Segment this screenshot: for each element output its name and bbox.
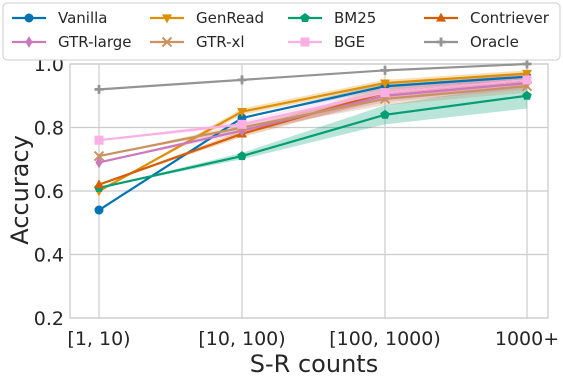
legend-item: Contriever: [424, 9, 550, 27]
legend-frame: [2, 2, 561, 61]
x-tick-label: [100, 1000): [329, 328, 441, 350]
legend-marker: [161, 36, 173, 48]
x-tick-label: [10, 100): [198, 328, 285, 350]
legend-marker: [436, 12, 446, 22]
series-bm25: [94, 90, 532, 192]
data-point: [380, 109, 390, 119]
data-point: [380, 79, 390, 89]
data-point: [237, 119, 247, 129]
legend-marker: [24, 13, 34, 23]
y-tick-labels: 0.20.40.60.81.0: [34, 54, 64, 330]
series-line: [98, 72, 528, 192]
y-tick-label: 0.4: [34, 245, 64, 267]
data-point: [237, 75, 247, 85]
series-gtr-xl: [93, 81, 533, 162]
legend-marker: [25, 36, 33, 48]
series-lines: [93, 59, 533, 215]
y-tick-label: 0.6: [34, 181, 64, 203]
data-point: [237, 108, 247, 118]
x-tick-label: 1000+: [495, 328, 559, 350]
legend-label: Oracle: [470, 33, 519, 51]
legend-marker: [162, 14, 172, 24]
legend-item: BGE: [288, 33, 365, 51]
legend-item: Oracle: [424, 33, 519, 51]
y-tick-label: 0.2: [34, 308, 64, 330]
data-point: [94, 135, 104, 145]
data-point: [94, 84, 104, 94]
legend-item: GenRead: [150, 9, 264, 27]
legend-marker: [300, 37, 310, 47]
y-axis-label: Accuracy: [6, 135, 34, 245]
data-point: [94, 205, 104, 215]
series-line: [98, 78, 528, 142]
legend: Vanilla GenRead BM25 Contriever GTR-large GTR…: [2, 2, 561, 61]
data-point: [522, 75, 532, 85]
band-vanilla: [99, 73, 527, 211]
series-line: [98, 85, 528, 158]
legend-label: GenRead: [196, 9, 264, 27]
legend-item: BM25: [288, 9, 376, 27]
data-point: [95, 156, 103, 169]
y-tick-label: 0.8: [34, 118, 64, 140]
data-point: [522, 69, 532, 79]
x-tick-labels: [1, 10) [10, 100) [100, 1000) 1000+: [67, 328, 559, 350]
data-point: [380, 88, 390, 98]
series-line: [98, 62, 528, 91]
series-line: [98, 94, 528, 189]
band-genread: [99, 70, 527, 191]
legend-marker: [300, 13, 310, 22]
legend-label: Contriever: [470, 9, 550, 27]
legend-item: GTR-large: [12, 33, 132, 51]
legend-item: GTR-xl: [150, 33, 245, 51]
x-tick-label: [1, 10): [67, 328, 130, 350]
legend-label: BM25: [334, 9, 376, 27]
legend-label: BGE: [334, 33, 365, 51]
series-oracle: [94, 59, 532, 94]
legend-marker: [436, 37, 446, 47]
grid-lines: [70, 63, 548, 319]
series-bge: [94, 75, 532, 145]
data-point: [93, 150, 105, 162]
legend-item: Vanilla: [12, 9, 108, 27]
data-point: [94, 179, 104, 189]
data-point: [237, 151, 247, 161]
legend-label: GTR-xl: [196, 33, 245, 51]
legend-label: Vanilla: [58, 9, 108, 27]
x-axis-label: S-R counts: [250, 350, 378, 378]
series-line: [98, 75, 528, 211]
data-point: [522, 59, 532, 69]
band-gtr-xl: [99, 79, 527, 157]
legend-label: GTR-large: [58, 33, 132, 51]
data-point: [380, 65, 390, 75]
data-point: [522, 90, 532, 100]
